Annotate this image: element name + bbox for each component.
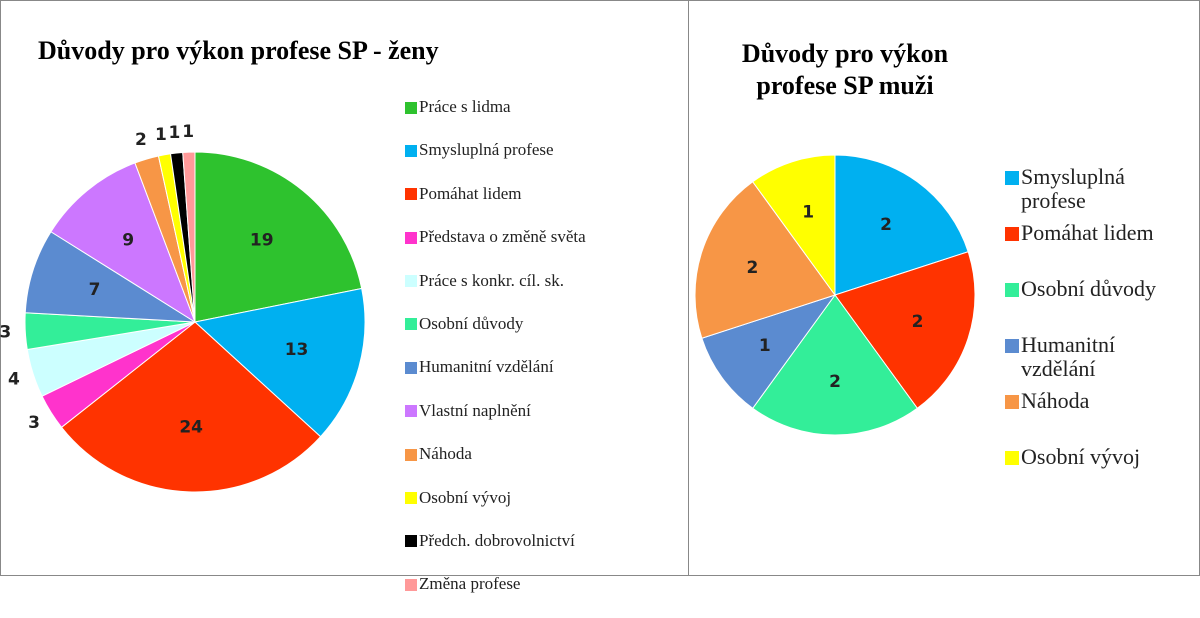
legend-label: Náhoda [1021,388,1090,413]
pie-slice [752,294,918,436]
legend-swatch [1005,395,1019,409]
pie-slice [194,151,363,323]
legend-item: Osobní důvody [1005,277,1195,333]
legend-item: Osobní důvody [405,314,685,357]
data-label: 1 [169,123,181,143]
pie-slice [752,154,836,297]
legend-item: Humanitní vzdělání [405,357,685,400]
chart-title: Důvody pro výkon profese SP - ženy [38,36,439,65]
legend-swatch [1005,227,1019,241]
data-label: 24 [179,417,203,437]
legend-item: Náhoda [1005,389,1195,445]
data-label: 2 [135,130,147,150]
page: {"chart_data":[ {"type":"pie","title":"D… [0,0,1200,593]
pie-slice [193,287,366,438]
data-label: 1 [182,122,194,142]
legend-item: Práce s konkr. cíl. sk. [405,271,685,314]
chart-title: Důvody pro výkon profese SP muži [741,39,949,100]
legend-label: Změna profese [419,574,521,594]
legend-swatch [1005,283,1019,297]
data-label: 2 [880,215,892,235]
legend-swatch [405,275,417,288]
legend-label: Osobní důvody [419,313,524,333]
legend-swatch [405,188,417,201]
legend-item: Smysluplná profese [1005,165,1195,221]
data-label: 1 [155,125,167,145]
legend-label: Náhoda [419,444,472,464]
legend-item: Práce s lidma [405,97,685,140]
legend-label: Představa o změně světa [419,227,586,247]
data-label: 2 [912,312,924,332]
legend-swatch [405,144,417,157]
data-label: 7 [89,280,101,300]
legend-item: Osobní vývoj [405,488,685,531]
legend-item: Pomáhat lidem [1005,221,1195,277]
legend-swatch [405,361,417,374]
legend-swatch [405,535,417,548]
legend-swatch [405,101,417,114]
legend: Práce s lidma Smysluplná profese Pomáhat l… [405,97,685,618]
legend-label: Předch. dobrovolnictví [419,530,575,550]
data-label: 13 [285,340,309,360]
legend-label: Humanitní vzdělání [419,357,554,377]
pie-slice [182,151,196,323]
legend-item: Humanitní vzdělání [1005,333,1195,389]
pie-slice [834,251,976,409]
legend-swatch [405,448,417,461]
data-label: 2 [829,372,841,392]
legend-label: Osobní vývoj [1021,444,1141,469]
legend-item: Vlastní naplnění [405,401,685,444]
legend-label: Smysluplná profese [1021,164,1125,213]
pie-slice [701,294,837,409]
pie-slice [834,154,969,296]
legend-label: Osobní vývoj [419,487,512,507]
data-label: 1 [759,336,771,356]
data-label: 4 [8,369,20,389]
pie-slice [60,321,322,493]
legend-label: Práce s konkr. cíl. sk. [419,270,564,290]
legend-item: Osobní vývoj [1005,445,1195,501]
data-label: 2 [747,258,759,278]
legend-swatch [405,405,417,418]
legend-swatch [1005,451,1019,465]
legend-label: Vlastní naplnění [419,400,531,420]
legend-item: Pomáhat lidem [405,184,685,227]
data-label: 19 [250,230,274,250]
data-label: 9 [122,230,134,250]
legend-swatch [405,231,417,244]
legend-item: Předch. dobrovolnictví [405,531,685,574]
legend-swatch [405,578,417,591]
legend-label: Osobní důvody [1021,276,1157,301]
data-label: 3 [0,322,11,342]
legend-label: Humanitní vzdělání [1021,332,1116,381]
legend-item: Představa o změně světa [405,227,685,270]
legend-swatch [405,318,417,331]
legend-item: Změna profese [405,574,685,617]
legend-label: Práce s lidma [419,97,511,116]
legend-item: Smysluplná profese [405,140,685,183]
legend-swatch [1005,171,1019,185]
legend: Smysluplná profese Pomáhat lidem Osobní dů… [1005,165,1195,501]
pie-slice [50,162,196,324]
legend-swatch [405,492,417,505]
legend-label: Smysluplná profese [419,140,554,160]
data-label: 1 [802,202,814,222]
legend-swatch [1005,339,1019,353]
legend-label: Pomáhat lidem [1021,220,1154,245]
legend-label: Pomáhat lidem [419,183,522,203]
data-label: 3 [28,413,40,433]
legend-item: Náhoda [405,444,685,487]
pie-slice [694,181,836,339]
